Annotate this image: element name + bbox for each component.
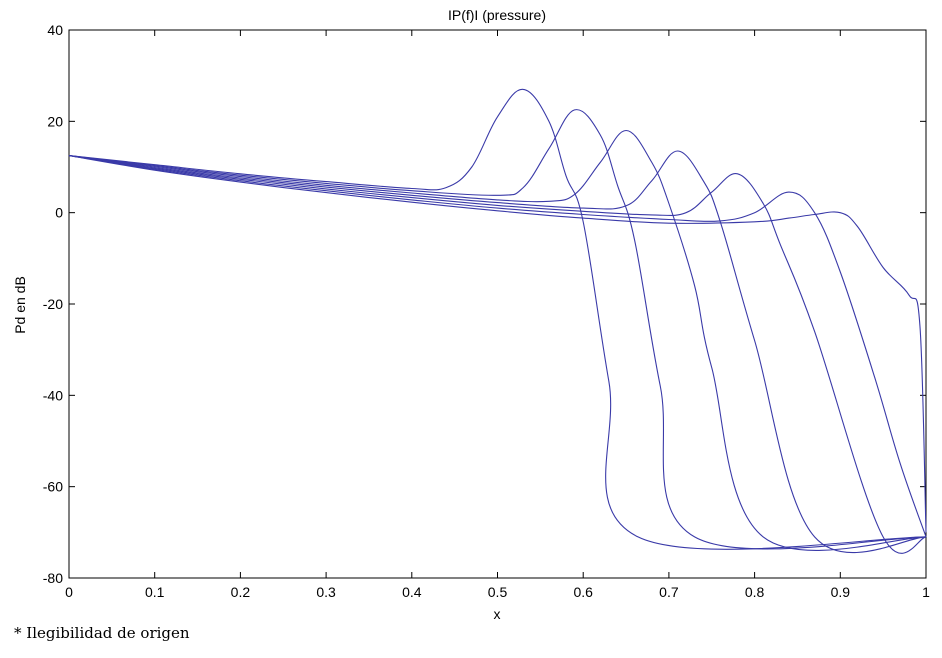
- y-tick-label: -60: [43, 479, 63, 495]
- plot-border: [68, 29, 927, 579]
- x-tick-label: 0.9: [831, 584, 851, 600]
- y-axis-label: Pd en dB: [12, 276, 28, 334]
- x-tick-label: 0.4: [402, 584, 422, 600]
- y-tick-label: 40: [47, 22, 63, 38]
- chart-title: IP(f)I (pressure): [448, 7, 546, 23]
- x-tick-label: 0.7: [659, 584, 679, 600]
- series-line-5: [68, 155, 927, 554]
- x-tick-label: 0: [65, 584, 73, 600]
- series-line-3: [68, 129, 927, 551]
- axis-ticks: 0 0.1 0.2 0.3 0.4 0.5 0.6 0.7 0.8 0.9 1 40 20 0 -20 -40…: [43, 22, 930, 600]
- footnote: * Ilegibilidad de origen: [14, 624, 190, 642]
- series-line-6: [68, 155, 927, 538]
- y-tick-label: -80: [43, 570, 63, 586]
- x-tick-label: 0.6: [573, 584, 593, 600]
- plot-frame: [68, 29, 927, 579]
- x-tick-label: 0.3: [316, 584, 336, 600]
- x-tick-label: 0.8: [745, 584, 765, 600]
- series-line-2: [68, 109, 927, 550]
- series-line-7: [68, 155, 927, 533]
- x-axis-label: x: [494, 606, 501, 620]
- y-tick-label: -20: [43, 296, 63, 312]
- x-tick-label: 0.2: [231, 584, 251, 600]
- y-tick-label: 0: [55, 205, 63, 221]
- y-tick-label: -40: [43, 387, 63, 403]
- chart: 0 0.1 0.2 0.3 0.4 0.5 0.6 0.7 0.8 0.9 1 40 20 0 -20 -40…: [12, 7, 930, 620]
- series-line-4: [68, 150, 927, 554]
- x-tick-label: 1: [922, 584, 930, 600]
- x-tick-label: 0.5: [488, 584, 508, 600]
- series-line-1: [68, 88, 927, 550]
- x-tick-label: 0.1: [145, 584, 165, 600]
- series-group: [68, 88, 927, 554]
- y-tick-label: 20: [47, 113, 63, 129]
